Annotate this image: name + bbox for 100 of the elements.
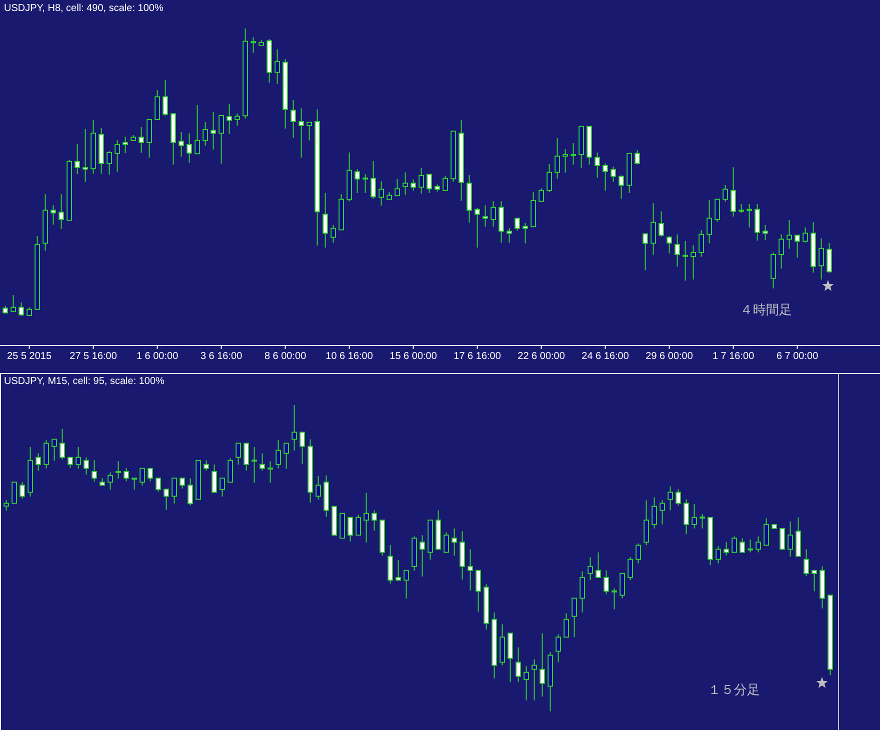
candlestick: [36, 452, 41, 472]
x-tick-label: 27 5 16:00: [70, 351, 118, 362]
candlestick: [52, 438, 57, 462]
candlestick: [60, 428, 65, 460]
x-tick-label: 25 5 2015: [7, 351, 52, 362]
candlestick: [284, 442, 289, 470]
candlestick: [594, 152, 600, 178]
candlestick: [138, 126, 144, 154]
candlestick: [562, 148, 568, 174]
candlestick: [564, 612, 569, 638]
candlestick: [538, 188, 544, 202]
candlestick: [108, 472, 113, 490]
candlestick: [164, 488, 169, 510]
candlestick: [212, 464, 217, 493]
candlestick: [370, 160, 376, 200]
x-tick-label: 1 7 16:00: [712, 351, 755, 362]
x-tick-label: 3 6 16:00: [200, 351, 243, 362]
candlestick: [516, 646, 521, 683]
candlestick: [218, 114, 224, 164]
candlestick: [716, 546, 721, 564]
candlestick: [268, 460, 273, 484]
candlestick: [634, 149, 640, 166]
candlestick: [762, 224, 768, 241]
candlestick: [146, 118, 152, 158]
candlestick: [818, 238, 824, 280]
candlestick: [628, 556, 633, 581]
candlestick: [698, 230, 704, 258]
candlestick: [388, 544, 393, 584]
candlestick: [804, 548, 809, 577]
chart-title: USDJPY, H8, cell: 490, scale: 100%: [4, 3, 164, 14]
candlestick: [260, 452, 265, 472]
candlestick: [618, 175, 624, 200]
candlestick: [300, 432, 305, 464]
candlestick: [666, 236, 672, 254]
candlestick: [754, 203, 760, 242]
candlestick: [18, 302, 24, 316]
candlestick: [604, 570, 609, 595]
candlestick: [116, 460, 121, 480]
candlestick: [468, 548, 473, 592]
candlestick: [580, 570, 585, 613]
x-tick-label: 10 6 16:00: [326, 351, 374, 362]
candlestick: [234, 112, 240, 126]
candlestick: [676, 488, 681, 506]
candlestick: [364, 492, 369, 544]
candlestick: [306, 122, 312, 141]
candlestick: [4, 500, 9, 512]
candlestick: [812, 570, 817, 592]
candlestick: [132, 478, 137, 490]
candlestick: [602, 162, 608, 192]
candlestick: [650, 202, 656, 256]
candlestick: [748, 538, 753, 553]
candlestick: [780, 528, 785, 550]
candlestick: [202, 122, 208, 146]
candlestick: [652, 496, 657, 529]
candlestick: [692, 504, 697, 529]
candlestick: [210, 112, 216, 150]
candlestick: [770, 252, 776, 289]
candlestick: [658, 210, 664, 238]
candlestick: [10, 294, 16, 313]
candlestick: [740, 538, 745, 553]
x-tick-label: 17 6 16:00: [454, 351, 502, 362]
candlestick: [140, 468, 145, 486]
candlestick: [188, 478, 193, 506]
x-tick-label: 6 7 00:00: [776, 351, 819, 362]
candlestick: [668, 486, 673, 511]
candlestick: [84, 456, 89, 476]
candlestick: [802, 227, 808, 243]
candlestick: [396, 559, 401, 581]
chart-title: USDJPY, M15, cell: 95, scale: 100%: [4, 376, 165, 387]
candlestick: [226, 103, 232, 134]
candlestick: [204, 460, 209, 472]
candlestick: [252, 446, 257, 484]
candlestick: [106, 150, 112, 176]
candlestick: [514, 218, 520, 232]
candlestick: [290, 99, 296, 138]
candlestick: [172, 478, 177, 504]
candlestick: [794, 234, 800, 258]
candlestick: [476, 570, 481, 612]
candlestick: [660, 500, 665, 525]
candlestick: [180, 478, 185, 490]
candlestick: [316, 476, 321, 500]
x-tick-label: 24 6 16:00: [582, 351, 630, 362]
candlestick: [474, 207, 480, 248]
candlestick: [114, 140, 120, 172]
candlestick: [732, 536, 737, 553]
candlestick: [244, 442, 249, 472]
candlestick: [690, 244, 696, 280]
candlestick: [730, 166, 736, 218]
candlestick: [612, 588, 617, 610]
candlestick: [178, 132, 184, 158]
candlestick: [724, 541, 729, 556]
candlestick: [228, 458, 233, 483]
candlestick: [746, 203, 752, 228]
candlestick: [788, 520, 793, 558]
candlestick: [156, 478, 161, 492]
candlestick: [378, 180, 384, 206]
candlestick: [588, 556, 593, 581]
candlestick: [714, 198, 720, 222]
candlestick: [298, 108, 304, 158]
candlestick: [68, 456, 73, 468]
